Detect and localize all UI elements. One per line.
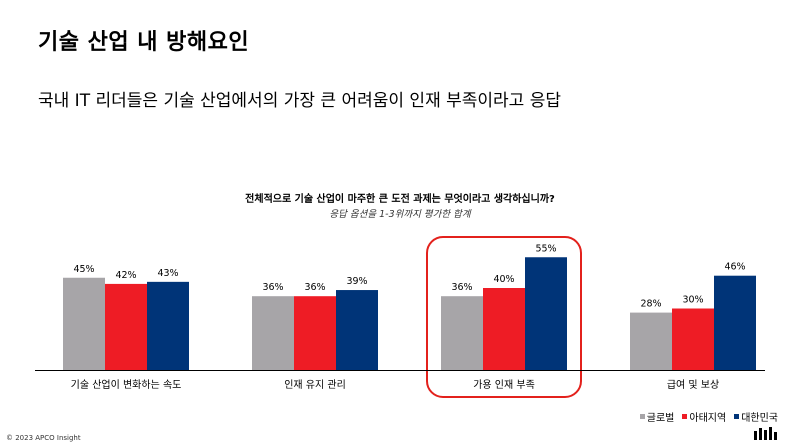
legend-label-global: 글로벌 — [646, 413, 675, 424]
legend-label-korea: 대한민국 — [741, 413, 778, 424]
bar — [252, 296, 294, 370]
data-label: 55% — [535, 243, 556, 254]
data-label: 28% — [640, 299, 661, 310]
data-label: 36% — [451, 282, 472, 293]
data-label: 40% — [493, 274, 514, 285]
data-label: 30% — [682, 295, 703, 306]
bar — [525, 257, 567, 370]
category-label: 가용 인재 부족 — [473, 379, 535, 391]
data-label: 39% — [346, 276, 367, 287]
bar — [672, 308, 714, 370]
category-label: 인재 유지 관리 — [284, 379, 346, 391]
bar — [336, 290, 378, 370]
legend-swatch-global — [639, 414, 645, 419]
slide-subtitle: 국내 IT 리더들은 기술 산업에서의 가장 큰 어려움이 인재 부족이라고 응… — [38, 91, 561, 111]
legend-item-global: 글로벌 — [639, 409, 675, 424]
data-label: 36% — [304, 282, 325, 293]
bar — [483, 288, 525, 370]
data-label: 42% — [115, 270, 136, 281]
chart-question: 전체적으로 기술 산업이 마주한 큰 도전 과제는 무엇이라고 생각하십니까? — [245, 194, 555, 205]
legend-swatch-apac — [682, 414, 688, 419]
category-label: 급여 및 보상 — [667, 379, 719, 391]
copyright-text: © 2023 APCO Insight — [6, 434, 81, 442]
data-label: 45% — [73, 264, 94, 275]
bar — [294, 296, 336, 370]
legend-swatch-korea — [734, 414, 740, 419]
bar — [63, 277, 105, 370]
legend: 글로벌 아태지역 대한민국 — [639, 409, 778, 424]
data-label: 43% — [157, 268, 178, 279]
apco-logo-icon — [754, 427, 777, 440]
bar — [147, 281, 189, 370]
bar — [630, 312, 672, 370]
highlight-box — [426, 236, 582, 398]
bar — [105, 283, 147, 370]
slide-title: 기술 산업 내 방해요인 — [38, 30, 250, 55]
bar — [441, 296, 483, 370]
legend-item-apac: 아태지역 — [682, 409, 726, 424]
category-label: 기술 산업이 변화하는 속도 — [71, 378, 182, 391]
data-label: 36% — [262, 282, 283, 293]
bar — [714, 275, 756, 370]
chart-note: 응답 옵션을 1-3위까지 평가한 합계 — [329, 209, 471, 220]
legend-label-apac: 아태지역 — [689, 413, 727, 424]
data-label: 46% — [724, 262, 745, 273]
legend-item-korea: 대한민국 — [734, 409, 778, 424]
